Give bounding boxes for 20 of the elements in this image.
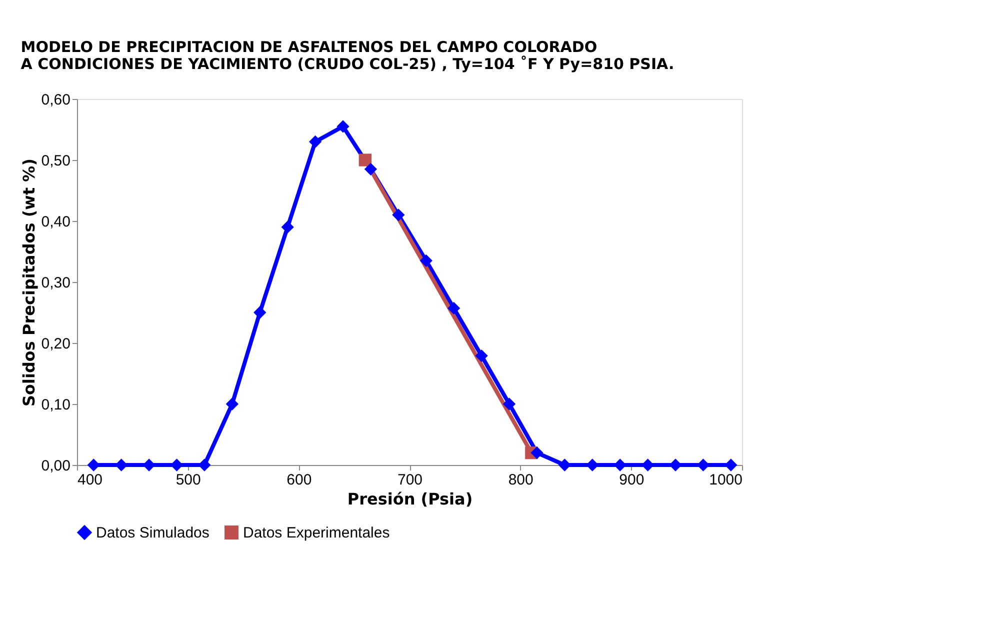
text: MODELO DE PRECIPITACION DE ASFALTENOS DEL CAMPO COLORADO	[20, 38, 598, 56]
y-tick-label: 0,40	[41, 214, 70, 230]
x-tick-label: 1000	[709, 472, 742, 488]
x-tick-label: 700	[397, 472, 423, 488]
y-tick-label: 0,20	[41, 336, 70, 352]
x-tick-label: 900	[619, 472, 644, 488]
x-axis-title: Presión (Psia)	[347, 490, 473, 508]
y-tick-label: 0,30	[41, 274, 70, 292]
text: A CONDICIONES DE YACIMIENTO (CRUDO COL-25) , Ty=104 ˚F Y Py=810 PSIA.	[20, 55, 674, 73]
x-tick-label: 500	[176, 472, 201, 488]
y-tick-label: 0,50	[41, 152, 70, 170]
y-tick-label: 0,10	[41, 396, 70, 414]
x-tick-label: 400	[78, 472, 103, 488]
y-axis-title: Solidos Precipitados (wt %)	[19, 158, 38, 407]
legend-label: Datos Simulados	[96, 524, 210, 542]
legend-label: Datos Experimentales	[243, 524, 390, 542]
y-tick-label: 0,00	[41, 458, 70, 474]
x-tick-label: 800	[508, 472, 534, 488]
y-tick-label: 0,60	[41, 92, 70, 108]
x-tick-label: 600	[286, 472, 312, 488]
